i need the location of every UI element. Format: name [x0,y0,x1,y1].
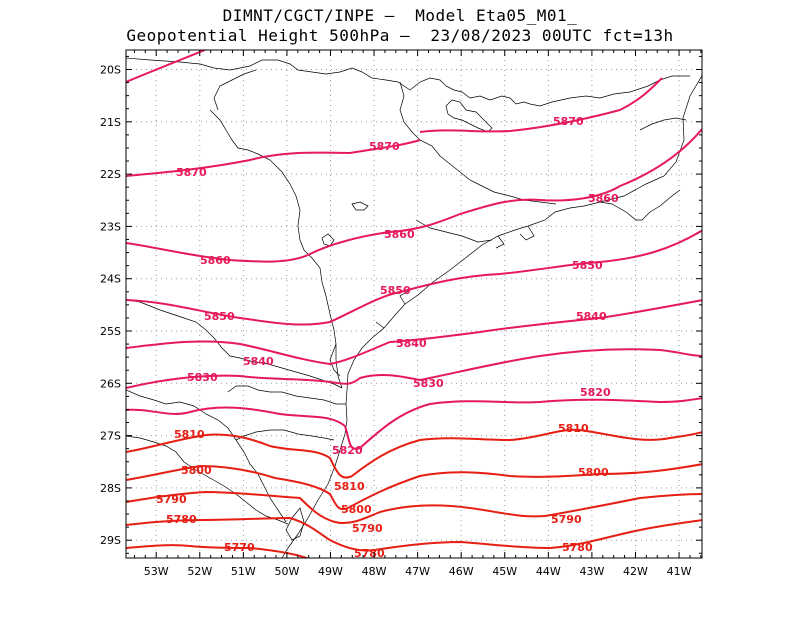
state-border-e [415,219,493,243]
coastline [281,75,702,558]
state-border-b [209,109,343,389]
lon-tick-label: 43W [579,565,604,578]
lon-tick-label: 44W [536,565,561,578]
axis-tick-labels: 53W 52W 51W 50W 49W 48W 47W 46W 45W 44W 43W 42W 41W 2… [100,64,692,579]
lat-tick-label: 22S [100,168,121,181]
label-5840-3: 5840 [576,310,607,323]
lat-tick-label: 24S [100,273,121,286]
chart-title-line2: Geopotential Height 500hPa – 23/08/2023 … [126,26,674,45]
label-5790-3: 5790 [551,513,582,526]
island-2 [351,201,369,211]
lon-tick-label: 45W [492,565,517,578]
label-5780-1: 5780 [166,513,197,526]
country-border-paraguay [126,299,343,389]
lat-lon-grid [126,50,702,558]
lon-tick-label: 49W [318,565,343,578]
axis-ticks [126,50,702,558]
contour-5850 [126,229,702,326]
state-border-f [599,189,681,221]
label-5780-2: 5780 [354,547,385,560]
contour-5860 [126,127,702,263]
lat-tick-label: 23S [100,220,121,233]
label-5840-2: 5840 [396,337,427,350]
label-5810-2: 5810 [334,480,365,493]
state-border-d [399,81,557,205]
label-5800-2: 5800 [341,503,372,516]
label-5840-1: 5840 [243,355,274,368]
map-frame [125,49,703,559]
contour-5780 [126,516,702,552]
contour-5870-right [419,77,663,133]
contour-5770 [126,544,310,558]
state-border-i [235,429,335,441]
lon-tick-label: 51W [231,565,256,578]
state-border-c [213,69,257,111]
label-5850-2: 5850 [380,284,411,297]
lat-tick-label: 21S [100,116,121,129]
state-border-g [639,117,687,131]
contour-5790 [126,490,702,524]
label-5860-3: 5860 [588,192,619,205]
label-5850-3: 5850 [572,259,603,272]
label-5810-1: 5810 [174,428,205,441]
country-border-argentina [126,389,287,523]
state-border-h [227,385,346,405]
lon-tick-label: 42W [623,565,648,578]
lat-tick-label: 27S [100,430,121,443]
label-5870-3: 5870 [553,115,584,128]
label-5790-1: 5790 [156,493,187,506]
lagoon [285,507,305,541]
lon-tick-label: 50W [274,565,299,578]
label-5820-1: 5820 [332,444,363,457]
label-5780-3: 5780 [562,541,593,554]
label-5820-2: 5820 [580,386,611,399]
lon-tick-label: 53W [144,565,169,578]
label-5860-2: 5860 [384,228,415,241]
contour-5870 [126,139,421,177]
coastline-borders [126,57,702,558]
lat-tick-label: 28S [100,482,121,495]
lat-tick-label: 29S [100,534,121,547]
river-uruguay [126,435,289,525]
lon-tick-label: 47W [405,565,430,578]
label-5810-3: 5810 [558,422,589,435]
lon-tick-label: 52W [187,565,212,578]
chart-title-line1: DIMNT/CGCT/INPE – Model Eta05_M01_ [222,6,578,25]
coast-bays [375,225,535,329]
lon-tick-label: 48W [362,565,387,578]
contour-5820 [126,397,702,450]
contour-5840 [126,299,702,366]
river-parana [329,343,341,377]
contour-labels: 5870 5870 5870 5860 5860 5860 5850 5850 … [156,115,619,560]
contour-5870-upper [126,50,206,83]
label-5870-1: 5870 [176,166,207,179]
contour-5800 [126,463,702,511]
lat-tick-label: 26S [100,377,121,390]
label-5800-3: 5800 [578,466,609,479]
island-3 [321,233,335,247]
label-5800-1: 5800 [181,464,212,477]
label-5860-1: 5860 [200,254,231,267]
label-5870-2: 5870 [369,140,400,153]
lat-tick-label: 25S [100,325,121,338]
lon-tick-label: 41W [667,565,692,578]
label-5830-1: 5830 [187,371,218,384]
label-5770-1: 5770 [224,541,255,554]
label-5850-1: 5850 [204,310,235,323]
contour-5810 [126,428,702,479]
label-5830-2: 5830 [413,377,444,390]
state-border-a [126,57,690,107]
island-1 [445,99,493,133]
label-5790-2: 5790 [352,522,383,535]
lat-tick-label: 20S [100,64,121,77]
contour-lines [126,50,702,558]
contour-5830 [126,348,702,389]
lon-tick-label: 46W [449,565,474,578]
